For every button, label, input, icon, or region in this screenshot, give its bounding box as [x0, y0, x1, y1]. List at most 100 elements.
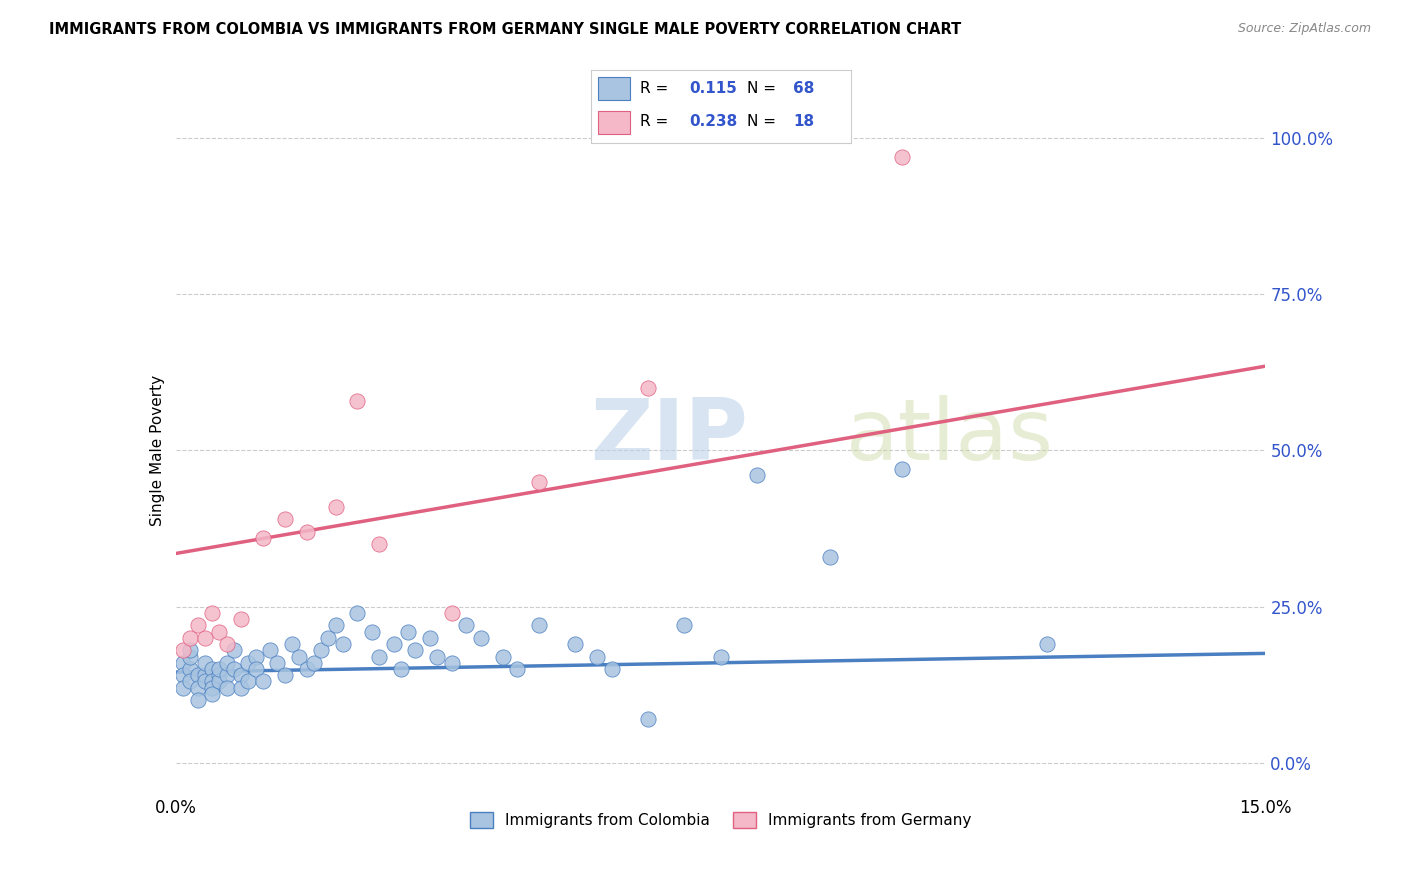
Point — [201, 606, 224, 620]
Point — [346, 606, 368, 620]
Point — [179, 643, 201, 657]
Point — [673, 618, 696, 632]
Point — [172, 668, 194, 682]
Point — [252, 674, 274, 689]
Point — [419, 631, 441, 645]
Point — [172, 656, 194, 670]
Point — [201, 681, 224, 695]
Point — [332, 637, 354, 651]
Point — [891, 150, 914, 164]
Point — [274, 668, 297, 682]
Point — [360, 624, 382, 639]
Point — [527, 475, 550, 489]
Point — [194, 668, 217, 682]
Point — [318, 631, 340, 645]
Text: Source: ZipAtlas.com: Source: ZipAtlas.com — [1237, 22, 1371, 36]
Point — [179, 674, 201, 689]
Point — [208, 674, 231, 689]
Point — [456, 618, 478, 632]
Point — [346, 393, 368, 408]
Point — [194, 656, 217, 670]
Point — [259, 643, 281, 657]
Point — [389, 662, 412, 676]
Legend: Immigrants from Colombia, Immigrants from Germany: Immigrants from Colombia, Immigrants fro… — [464, 806, 977, 834]
Point — [238, 656, 260, 670]
Point — [818, 549, 841, 564]
Point — [201, 662, 224, 676]
Point — [238, 674, 260, 689]
Point — [492, 649, 515, 664]
Text: N =: N = — [747, 81, 780, 95]
Point — [295, 662, 318, 676]
Point — [215, 668, 238, 682]
Point — [302, 656, 325, 670]
Text: atlas: atlas — [846, 395, 1054, 478]
Point — [179, 631, 201, 645]
Point — [231, 668, 253, 682]
FancyBboxPatch shape — [599, 111, 630, 134]
Point — [231, 612, 253, 626]
Point — [637, 712, 659, 726]
Point — [600, 662, 623, 676]
Point — [1036, 637, 1059, 651]
Point — [288, 649, 311, 664]
Text: 0.238: 0.238 — [689, 113, 738, 128]
Point — [426, 649, 449, 664]
Text: N =: N = — [747, 113, 780, 128]
Point — [186, 668, 209, 682]
Point — [215, 681, 238, 695]
Point — [440, 656, 463, 670]
Point — [586, 649, 609, 664]
Point — [396, 624, 419, 639]
Point — [281, 637, 304, 651]
Point — [222, 662, 245, 676]
Point — [325, 618, 347, 632]
Point — [222, 643, 245, 657]
Point — [179, 662, 201, 676]
Point — [295, 524, 318, 539]
Point — [252, 531, 274, 545]
Text: IMMIGRANTS FROM COLOMBIA VS IMMIGRANTS FROM GERMANY SINGLE MALE POVERTY CORRELAT: IMMIGRANTS FROM COLOMBIA VS IMMIGRANTS F… — [49, 22, 962, 37]
Point — [266, 656, 288, 670]
Point — [506, 662, 529, 676]
Text: 18: 18 — [793, 113, 814, 128]
Point — [208, 624, 231, 639]
Point — [440, 606, 463, 620]
Point — [201, 687, 224, 701]
FancyBboxPatch shape — [599, 77, 630, 100]
Point — [194, 674, 217, 689]
Point — [309, 643, 332, 657]
Point — [637, 381, 659, 395]
Point — [194, 631, 217, 645]
Point — [179, 649, 201, 664]
Point — [368, 537, 391, 551]
Point — [470, 631, 492, 645]
Point — [186, 618, 209, 632]
Text: 68: 68 — [793, 81, 815, 95]
Point — [564, 637, 586, 651]
Point — [231, 681, 253, 695]
Point — [891, 462, 914, 476]
Point — [186, 693, 209, 707]
Point — [745, 468, 768, 483]
Point — [245, 662, 267, 676]
Text: 0.115: 0.115 — [689, 81, 737, 95]
Point — [245, 649, 267, 664]
Text: R =: R = — [640, 81, 673, 95]
Point — [382, 637, 405, 651]
Point — [368, 649, 391, 664]
Point — [215, 656, 238, 670]
Point — [527, 618, 550, 632]
Point — [172, 643, 194, 657]
Point — [405, 643, 427, 657]
Point — [274, 512, 297, 526]
Point — [172, 681, 194, 695]
Point — [201, 674, 224, 689]
Point — [325, 500, 347, 514]
Point — [208, 662, 231, 676]
Point — [710, 649, 733, 664]
Point — [215, 637, 238, 651]
Y-axis label: Single Male Poverty: Single Male Poverty — [149, 375, 165, 526]
Text: ZIP: ZIP — [591, 395, 748, 478]
Point — [186, 681, 209, 695]
